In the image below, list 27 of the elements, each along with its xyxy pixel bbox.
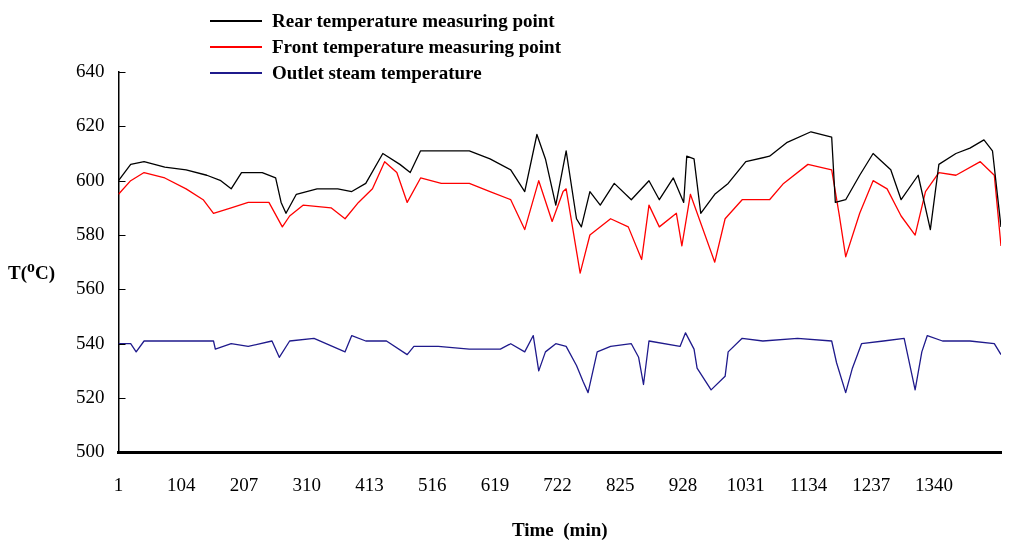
legend-label: Outlet steam temperature — [272, 61, 482, 85]
x-tick-label: 722 — [543, 473, 572, 495]
y-tick-label: 620 — [76, 114, 105, 136]
x-tick-label: 928 — [668, 473, 698, 495]
x-tick-label: 310 — [292, 473, 321, 495]
x-tick-label: 1340 — [915, 473, 954, 495]
x-tick-label: 413 — [355, 473, 384, 495]
x-tick-label: 1031 — [726, 473, 765, 495]
x-axis-title: Time (min) — [511, 518, 608, 541]
y-tick-label: 560 — [76, 277, 105, 299]
y-tick-label: 500 — [76, 440, 105, 462]
y-tick-label: 580 — [76, 223, 105, 245]
x-tick-label: 516 — [417, 473, 447, 495]
y-tick-label: 600 — [76, 168, 105, 190]
y-tick-label: 640 — [76, 59, 105, 81]
legend-label: Front temperature measuring point — [272, 35, 562, 59]
y-tick-label: 520 — [76, 386, 105, 408]
x-tick-label: 104 — [166, 473, 196, 495]
x-tick-label: 825 — [606, 473, 635, 495]
x-tick-label: 619 — [480, 473, 510, 495]
x-tick-label: 1134 — [789, 473, 828, 495]
x-tick-label: 207 — [229, 473, 259, 495]
y-axis-title: T($^{o}$C) — [8, 258, 55, 285]
x-tick-label: 1 — [113, 473, 124, 495]
legend-label: Rear temperature measuring point — [272, 9, 555, 33]
x-tick-label: 1237 — [852, 473, 891, 495]
y-tick-label: 540 — [76, 331, 105, 353]
